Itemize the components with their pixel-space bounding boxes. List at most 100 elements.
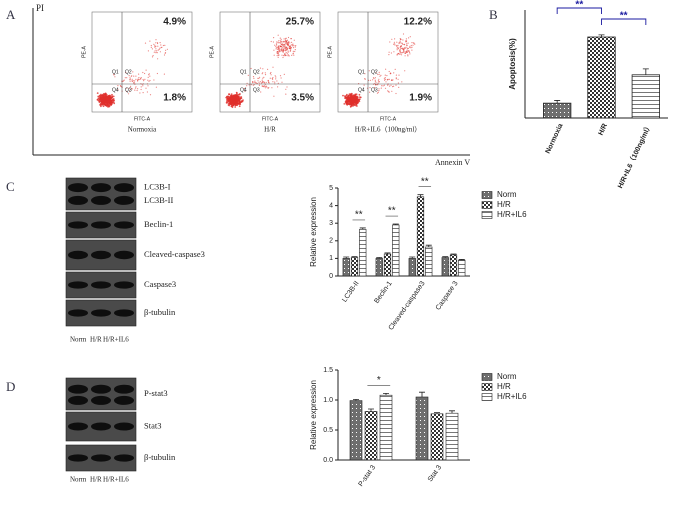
event-dot	[153, 43, 155, 45]
event-dot	[400, 52, 402, 54]
event-dot	[284, 55, 286, 57]
event-dot	[105, 97, 108, 100]
panel-letter: D	[6, 379, 15, 394]
significance-label: **	[421, 176, 429, 187]
event-dot	[285, 88, 287, 90]
event-dot	[410, 47, 412, 49]
event-dot	[149, 40, 151, 42]
event-dot	[129, 78, 131, 80]
event-dot	[264, 87, 266, 89]
event-dot	[288, 41, 290, 43]
event-dot	[403, 49, 405, 51]
legend-label: H/R+IL6	[497, 392, 527, 401]
event-dot	[142, 92, 144, 94]
event-dot	[277, 49, 280, 51]
blot-band	[114, 250, 134, 260]
legend-label: Norm	[497, 190, 517, 199]
event-dot	[259, 67, 262, 69]
event-dot	[281, 47, 283, 49]
blot-band	[114, 195, 134, 205]
event-dot	[133, 82, 135, 84]
event-dot	[248, 84, 250, 86]
axis-label: PE-A	[81, 46, 87, 58]
event-dot	[350, 94, 352, 97]
plot-caption: Normoxia	[128, 126, 157, 134]
event-dot	[377, 82, 379, 84]
event-dot	[409, 53, 411, 55]
event-dot	[355, 103, 358, 105]
event-dot	[232, 94, 235, 97]
event-dot	[382, 85, 384, 87]
blot-band	[68, 395, 88, 405]
event-dot	[130, 85, 132, 87]
event-dot	[342, 94, 344, 97]
event-dot	[347, 95, 349, 98]
event-dot	[274, 81, 276, 83]
event-dot	[400, 42, 402, 44]
event-dot	[145, 69, 147, 71]
event-dot	[138, 78, 140, 81]
event-dot	[135, 86, 137, 88]
event-dot	[399, 38, 402, 41]
event-dot	[396, 49, 398, 51]
event-dot	[100, 105, 102, 108]
event-dot	[290, 38, 292, 40]
bar	[342, 258, 350, 277]
event-dot	[135, 78, 137, 80]
percentage: 25.7%	[286, 17, 314, 28]
error-bar	[425, 244, 432, 247]
event-dot	[258, 77, 260, 79]
event-dot	[398, 74, 400, 76]
error-bar	[458, 259, 465, 261]
event-dot	[391, 79, 393, 81]
y-tick-label: 0.0	[323, 457, 333, 464]
event-dot	[395, 84, 397, 86]
event-dot	[237, 102, 240, 104]
quadrant-label: Q1	[112, 69, 119, 75]
event-dot	[159, 47, 161, 49]
event-dot	[228, 104, 231, 107]
event-dot	[110, 104, 112, 106]
event-dot	[100, 98, 102, 101]
event-dot	[375, 71, 377, 74]
event-dot	[113, 102, 116, 105]
event-dot	[129, 80, 131, 82]
event-dot	[378, 78, 380, 80]
bar	[415, 396, 429, 461]
event-dot	[109, 96, 112, 99]
event-dot	[284, 46, 286, 48]
event-dot	[407, 54, 409, 56]
event-dot	[408, 51, 410, 53]
event-dot	[136, 89, 138, 92]
event-dot	[107, 105, 110, 108]
event-dot	[133, 75, 135, 77]
event-dot	[387, 90, 389, 92]
band-label: LC3B-II	[144, 195, 173, 205]
event-dot	[262, 77, 264, 79]
event-dot	[102, 105, 105, 108]
band-label: β-tubulin	[144, 452, 176, 462]
event-dot	[400, 47, 402, 50]
event-dot	[262, 68, 264, 70]
event-dot	[384, 79, 386, 81]
error-bar	[343, 256, 350, 259]
event-dot	[156, 72, 158, 75]
event-dot	[396, 41, 398, 43]
event-dot	[286, 43, 288, 45]
event-dot	[261, 85, 263, 87]
error-bar	[450, 253, 457, 255]
event-dot	[272, 78, 274, 80]
event-dot	[404, 46, 406, 49]
event-dot	[275, 76, 277, 78]
event-dot	[111, 101, 114, 104]
event-dot	[98, 101, 101, 103]
error-bar	[359, 227, 366, 230]
event-dot	[272, 66, 274, 68]
event-dot	[143, 80, 145, 82]
x-tick-label: Beclin-1	[373, 280, 393, 305]
y-tick-label: 4	[329, 202, 333, 209]
event-dot	[395, 74, 397, 76]
event-dot	[122, 80, 124, 82]
bar	[425, 246, 433, 277]
event-dot	[279, 75, 282, 77]
